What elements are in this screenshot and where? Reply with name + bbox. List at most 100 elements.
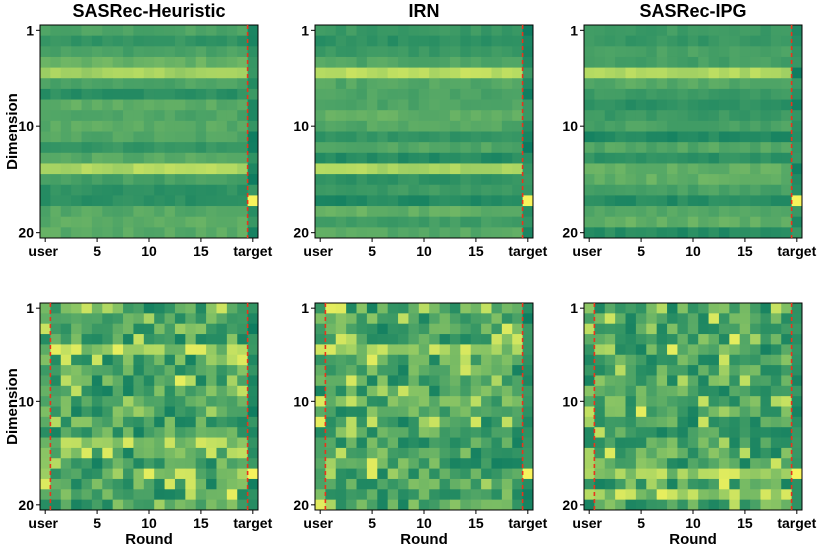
heatmap-cell: [522, 313, 534, 325]
heatmap-cell: [237, 427, 249, 438]
heatmap-cell: [226, 110, 238, 122]
heatmap-cell: [143, 334, 155, 345]
heatmap-cell: [512, 406, 524, 418]
heatmap-cell: [237, 152, 249, 164]
heatmap-cell: [237, 131, 249, 143]
heatmap-cell: [50, 163, 62, 175]
heatmap-cell: [439, 99, 451, 111]
heatmap-cell: [512, 396, 524, 407]
heatmap-cell: [60, 385, 72, 397]
heatmap-cell: [356, 396, 368, 407]
heatmap-cell: [60, 447, 72, 459]
heatmap-cell: [594, 313, 606, 325]
heatmap-cell: [470, 216, 482, 228]
heatmap-cell: [470, 152, 482, 164]
heatmap-cell: [387, 416, 399, 428]
heatmap-cell: [133, 323, 145, 335]
heatmap-cell: [604, 206, 616, 218]
heatmap-cell: [335, 354, 347, 366]
heatmap-cell: [646, 365, 658, 376]
heatmap-cell: [718, 78, 730, 90]
heatmap-cell: [449, 206, 461, 218]
heatmap-cell: [481, 354, 492, 366]
heatmap-cell: [71, 142, 82, 154]
heatmap-cell: [81, 447, 93, 459]
heatmap-cell: [315, 227, 326, 239]
heatmap-cell: [195, 78, 207, 90]
heatmap-cell: [594, 163, 606, 175]
heatmap-cell: [522, 35, 534, 47]
heatmap-cell: [439, 174, 451, 186]
heatmap-cell: [584, 416, 595, 428]
heatmap-cell: [91, 385, 103, 397]
heatmap-cell: [356, 88, 368, 100]
heatmap-cell: [635, 416, 647, 428]
heatmap-cell: [356, 152, 368, 164]
heatmap-cell: [102, 406, 114, 418]
heatmap-cell: [226, 195, 238, 207]
heatmap-cell: [750, 56, 761, 68]
heatmap-cell: [154, 142, 165, 154]
heatmap-cell: [60, 174, 72, 186]
heatmap-cell: [760, 25, 772, 37]
heatmap-cell: [335, 334, 347, 345]
heatmap-cell: [71, 344, 82, 356]
heatmap-cell: [635, 174, 647, 186]
heatmap-cell: [387, 313, 399, 325]
heatmap-cell: [91, 437, 103, 449]
heatmap-cell: [729, 354, 741, 366]
heatmap-cell: [584, 385, 595, 397]
heatmap-cell: [112, 163, 124, 175]
heatmap-cell: [470, 313, 482, 325]
heatmap-cell: [206, 142, 217, 154]
heatmap-cell: [491, 303, 503, 314]
heatmap-cell: [237, 174, 249, 186]
heatmap-cell: [760, 99, 772, 111]
heatmap-cell: [325, 78, 337, 90]
heatmap-cell: [625, 120, 637, 132]
heatmap-cell: [377, 447, 389, 459]
heatmap-cell: [708, 489, 720, 501]
heatmap-cell: [398, 163, 409, 175]
heatmap-cell: [247, 56, 259, 68]
heatmap-cell: [481, 195, 492, 207]
heatmap-cell: [408, 227, 420, 239]
heatmap-cell: [143, 184, 155, 196]
heatmap-cell: [698, 468, 709, 480]
heatmap-cell: [356, 416, 368, 428]
heatmap-cell: [656, 131, 668, 143]
heatmap-cell: [174, 354, 186, 366]
heatmap-cell: [418, 334, 430, 345]
heatmap-cell: [335, 427, 347, 438]
heatmap-cell: [112, 88, 124, 100]
heatmap-cell: [154, 110, 165, 122]
heatmap-cell: [408, 78, 420, 90]
heatmap-cell: [60, 499, 72, 511]
heatmap-cell: [739, 499, 751, 511]
heatmap-cell: [366, 437, 378, 449]
heatmap-cell: [470, 344, 482, 356]
heatmap-cell: [143, 354, 155, 366]
heatmap-cell: [206, 365, 217, 376]
heatmap-cell: [40, 195, 51, 207]
heatmap-cell: [584, 99, 595, 111]
heatmap-cell: [216, 163, 228, 175]
heatmap-cell: [656, 365, 668, 376]
heatmap-cell: [470, 354, 482, 366]
heatmap-cell: [356, 489, 368, 501]
heatmap-cell: [366, 447, 378, 459]
heatmap-cell: [335, 313, 347, 325]
heatmap-cell: [750, 110, 761, 122]
heatmap-cell: [356, 458, 368, 469]
heatmap-cell: [81, 163, 93, 175]
heatmap-cell: [71, 227, 82, 239]
heatmap-cell: [154, 458, 165, 469]
heatmap-cell: [195, 195, 207, 207]
heatmap-cell: [195, 385, 207, 397]
heatmap-cell: [718, 344, 730, 356]
heatmap-cell: [750, 174, 761, 186]
heatmap-cell: [112, 216, 124, 228]
heatmap-cell: [594, 216, 606, 228]
heatmap-cell: [335, 478, 347, 490]
heatmap-cell: [408, 110, 420, 122]
